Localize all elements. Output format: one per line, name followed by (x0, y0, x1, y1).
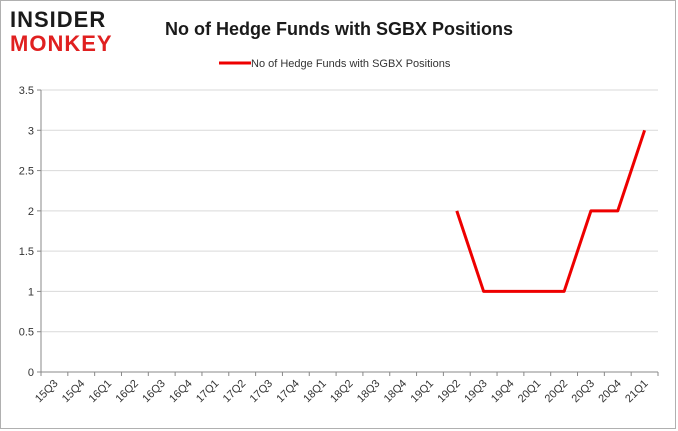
x-tick-label: 18Q3 (355, 378, 383, 406)
x-tick-label: 17Q4 (274, 378, 302, 406)
y-tick-label: 1 (28, 286, 34, 298)
x-tick-label: 17Q3 (248, 378, 276, 406)
chart-title: No of Hedge Funds with SGBX Positions (165, 19, 513, 39)
x-tick-label: 20Q2 (543, 378, 571, 406)
x-tick-label: 15Q4 (60, 378, 88, 406)
legend-label: No of Hedge Funds with SGBX Positions (251, 58, 451, 70)
y-tick-label: 0 (28, 367, 34, 379)
x-tick-label: 19Q3 (462, 378, 490, 406)
x-tick-label: 20Q1 (516, 378, 544, 406)
y-tick-label: 3 (28, 125, 34, 137)
x-tick-label: 16Q1 (87, 378, 115, 406)
x-tick-label: 18Q2 (328, 378, 356, 406)
x-tick-label: 19Q2 (435, 378, 463, 406)
y-tick-label: 3.5 (19, 85, 34, 97)
x-tick-label: 19Q4 (489, 378, 517, 406)
x-tick-label: 16Q3 (140, 378, 168, 406)
x-tick-label: 17Q2 (221, 378, 249, 406)
x-tick-label: 18Q4 (382, 378, 410, 406)
y-tick-label: 2 (28, 206, 34, 218)
insider-monkey-logo: INSIDER MONKEY (10, 7, 113, 56)
x-tick-label: 17Q1 (194, 378, 222, 406)
legend: No of Hedge Funds with SGBX Positions (219, 58, 451, 70)
x-tick-label: 19Q1 (409, 378, 437, 406)
x-tick-label: 20Q4 (596, 378, 624, 406)
y-tick-label: 1.5 (19, 246, 34, 258)
y-tick-label: 0.5 (19, 327, 34, 339)
x-tick-label: 18Q1 (301, 378, 329, 406)
x-tick-label: 15Q3 (33, 378, 61, 406)
series-line (455, 129, 647, 293)
x-tick-label: 20Q3 (570, 378, 598, 406)
plot-area: 0 0.5 1 1.5 2 2.5 3 3.5 15Q3 15Q4 16Q1 16Q2 16Q3 16Q4… (19, 85, 659, 406)
y-tick-label: 2.5 (19, 166, 34, 178)
logo-line1: INSIDER (10, 7, 106, 32)
x-tick-label: 16Q2 (113, 378, 141, 406)
x-tick-label: 21Q1 (623, 378, 651, 406)
logo-line2: MONKEY (10, 31, 113, 56)
x-tick-label: 16Q4 (167, 378, 195, 406)
